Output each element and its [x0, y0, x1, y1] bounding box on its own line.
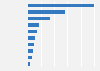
Bar — [28, 17, 50, 20]
Bar — [28, 62, 30, 66]
Bar — [28, 43, 34, 46]
Bar — [28, 36, 35, 40]
Bar — [28, 30, 36, 33]
Bar — [28, 23, 39, 27]
Bar — [28, 49, 33, 53]
Bar — [28, 56, 32, 59]
Bar — [28, 4, 94, 7]
Bar — [28, 10, 66, 14]
